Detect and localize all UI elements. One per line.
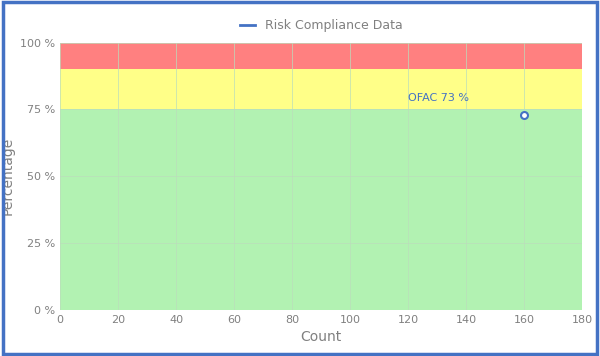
X-axis label: Count: Count	[301, 330, 341, 344]
Y-axis label: Percentage: Percentage	[1, 137, 14, 215]
Legend: Risk Compliance Data: Risk Compliance Data	[235, 14, 407, 37]
Bar	[60, 43, 582, 69]
Bar	[60, 69, 582, 110]
Bar	[60, 110, 582, 310]
Text: OFAC 73 %: OFAC 73 %	[408, 94, 469, 104]
